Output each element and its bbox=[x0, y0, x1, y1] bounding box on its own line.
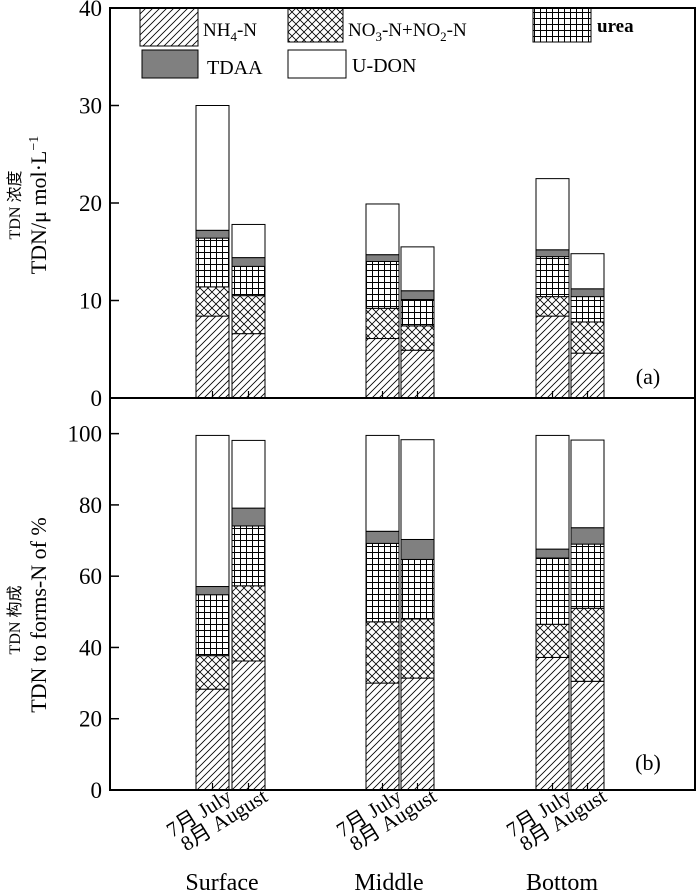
legend-item-urea: urea bbox=[532, 7, 634, 43]
bar-segment-u-don bbox=[231, 439, 266, 509]
y-axis-title-a: TDN 浓度 TDN/μ mol·L−1 bbox=[6, 136, 51, 275]
bar-segment-u-don bbox=[195, 105, 230, 231]
bar-segment-no3-n-no2-n bbox=[535, 296, 570, 317]
bar-segment-nh4-n bbox=[535, 315, 570, 399]
bar-segment-no3-n-no2-n bbox=[231, 585, 266, 662]
bar-segment-urea bbox=[231, 525, 266, 587]
bar-segment-nh4-n bbox=[570, 352, 605, 399]
bar-segment-urea bbox=[400, 558, 435, 620]
bar-segment-nh4-n bbox=[365, 338, 400, 399]
bar-segment-tdaa bbox=[231, 257, 266, 267]
panel-label-a: (a) bbox=[636, 364, 660, 389]
svg-text:NH4-N: NH4-N bbox=[203, 20, 257, 44]
bar-segment-nh4-n bbox=[231, 333, 266, 399]
bar-segment-urea bbox=[400, 299, 435, 327]
y-tick-label: 20 bbox=[79, 707, 102, 732]
bar-segment-nh4-n bbox=[365, 682, 400, 791]
bar-segment-tdaa bbox=[365, 254, 400, 263]
legend-item-udon: U-DON bbox=[287, 49, 416, 79]
y-tick-label: 60 bbox=[79, 564, 102, 589]
y-axis-title-b-en: TDN to forms-N of % bbox=[26, 517, 51, 713]
y-axis-title-a-cn: TDN 浓度 bbox=[6, 171, 24, 240]
y-tick-label: 40 bbox=[79, 0, 102, 21]
bar-segment-urea bbox=[195, 237, 230, 288]
bar-segment-urea bbox=[195, 594, 230, 657]
bar-segment-u-don bbox=[365, 434, 400, 532]
bar-segment-tdaa bbox=[535, 548, 570, 559]
y-tick-label: 30 bbox=[79, 94, 102, 119]
bar-segment-u-don bbox=[400, 439, 435, 540]
bar-segment-tdaa bbox=[570, 288, 605, 298]
bar-segment-no3-n-no2-n bbox=[231, 295, 266, 335]
bar-segment-tdaa bbox=[570, 527, 605, 545]
bar-segment-urea bbox=[570, 296, 605, 323]
bar-segment-no3-n-no2-n bbox=[365, 621, 400, 684]
bar-segment-urea bbox=[231, 265, 266, 297]
bar-segment-nh4-n bbox=[535, 656, 570, 791]
y-tick-label: 10 bbox=[79, 289, 102, 314]
y-tick-label: 0 bbox=[91, 386, 103, 411]
y-tick-label: 80 bbox=[79, 493, 102, 518]
svg-text:TDAA: TDAA bbox=[207, 57, 263, 79]
y-tick-label: 100 bbox=[68, 422, 103, 447]
bar-segment-urea bbox=[535, 256, 570, 298]
bar-segment-no3-n-no2-n bbox=[570, 321, 605, 354]
x-group-label: Surface bbox=[185, 870, 258, 895]
bar-segment-nh4-n bbox=[400, 349, 435, 399]
chart-panel-b: 0 20 40 60 80 100 bbox=[68, 397, 696, 803]
bar-segment-urea bbox=[570, 543, 605, 609]
y-axis-title-a-en: TDN/μ mol·L−1 bbox=[26, 136, 51, 275]
bar-segment-u-don bbox=[365, 203, 400, 256]
y-tick-label: 0 bbox=[91, 778, 103, 803]
bar-segment-tdaa bbox=[535, 249, 570, 258]
bar-segment-tdaa bbox=[365, 530, 400, 544]
bar-segment-no3-n-no2-n bbox=[400, 325, 435, 351]
bar-segment-tdaa bbox=[231, 507, 266, 527]
bar-segment-nh4-n bbox=[400, 677, 435, 791]
bar-segment-tdaa bbox=[195, 586, 230, 596]
bar-segment-urea bbox=[535, 557, 570, 625]
bar-segment-nh4-n bbox=[570, 680, 605, 791]
legend: NH4-N NO3-N+NO2-N urea TDAA U-DON bbox=[139, 7, 634, 79]
bar-segment-urea bbox=[365, 542, 400, 623]
bar-segment-no3-n-no2-n bbox=[570, 607, 605, 682]
x-group-label: Bottom bbox=[526, 870, 598, 895]
bar-segment-no3-n-no2-n bbox=[195, 655, 230, 690]
bar-segment-u-don bbox=[231, 223, 266, 259]
y-axis-title-b-cn: TDN 构成 bbox=[6, 586, 24, 655]
bar-segment-no3-n-no2-n bbox=[365, 307, 400, 340]
bar-segment-u-don bbox=[195, 434, 230, 588]
svg-text:urea: urea bbox=[597, 16, 634, 37]
svg-text:NO3-N+NO2-N: NO3-N+NO2-N bbox=[348, 20, 467, 44]
panel-label-b: (b) bbox=[635, 750, 661, 775]
x-group-label: Middle bbox=[354, 870, 423, 895]
bar-segment-no3-n-no2-n bbox=[195, 286, 230, 317]
bar-segment-u-don bbox=[400, 246, 435, 292]
svg-text:U-DON: U-DON bbox=[352, 55, 416, 77]
bar-segment-nh4-n bbox=[195, 688, 230, 791]
bar-segment-tdaa bbox=[400, 290, 435, 301]
legend-item-tdaa: TDAA bbox=[141, 49, 263, 79]
bar-segment-no3-n-no2-n bbox=[400, 618, 435, 679]
bar-segment-urea bbox=[365, 261, 400, 309]
y-axis-title-b: TDN 构成 TDN to forms-N of % bbox=[6, 517, 51, 713]
y-tick-label: 20 bbox=[79, 191, 102, 216]
y-tick-label: 40 bbox=[79, 635, 102, 660]
legend-item-no3-no2: NO3-N+NO2-N bbox=[287, 7, 467, 44]
chart-panel-a: 0 10 20 30 40 bbox=[79, 0, 696, 411]
bar-segment-u-don bbox=[535, 178, 570, 251]
bar-segment-nh4-n bbox=[195, 315, 230, 399]
bar-segment-tdaa bbox=[195, 229, 230, 239]
bar-segment-u-don bbox=[570, 253, 605, 290]
plot-frame bbox=[109, 397, 696, 791]
bar-segment-tdaa bbox=[400, 538, 435, 560]
bar-segment-u-don bbox=[535, 434, 570, 550]
bar-segment-nh4-n bbox=[231, 660, 266, 791]
legend-item-nh4: NH4-N bbox=[139, 7, 257, 47]
bar-segment-u-don bbox=[570, 439, 605, 529]
bar-segment-no3-n-no2-n bbox=[535, 623, 570, 658]
